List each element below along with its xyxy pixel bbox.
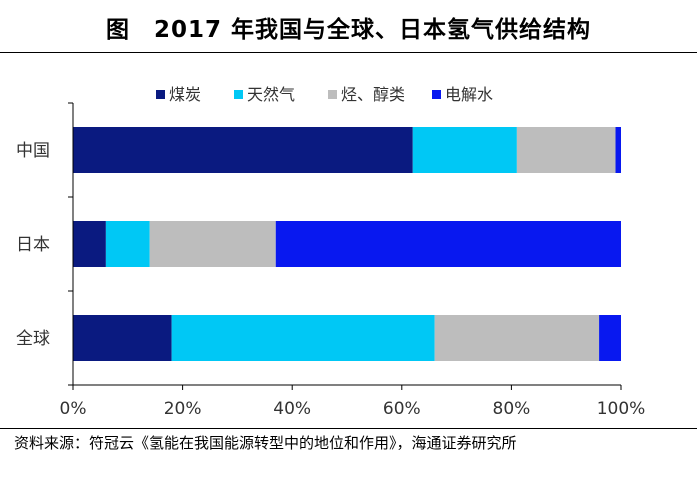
x-tick-label-1: 20% [164, 399, 202, 419]
category-label-1: 日本 [16, 235, 50, 255]
legend-label-1: 天然气 [247, 85, 295, 104]
bar-0-1 [412, 127, 517, 173]
x-tick-label-5: 100% [597, 399, 646, 419]
legend-swatch-3 [432, 90, 441, 99]
x-tick-label-0: 0% [60, 399, 87, 419]
legend-swatch-1 [234, 90, 243, 99]
title-divider [0, 52, 697, 53]
source-divider [0, 428, 697, 429]
bar-0-2 [516, 127, 616, 173]
bar-2-0 [73, 315, 172, 361]
category-label-2: 全球 [16, 329, 50, 349]
chart-title: 图 2017 年我国与全球、日本氢气供给结构 [105, 17, 592, 43]
chart-title-area: 图 2017 年我国与全球、日本氢气供给结构 [0, 0, 697, 52]
x-tick-label-2: 40% [273, 399, 311, 419]
bar-2-3 [599, 315, 621, 361]
legend-swatch-2 [328, 90, 337, 99]
bar-1-1 [105, 221, 150, 267]
legend-label-2: 烃、醇类 [341, 85, 405, 104]
source-note: 资料来源：符冠云《氢能在我国能源转型中的地位和作用》，海通证券研究所 [14, 434, 517, 452]
x-tick-label-4: 80% [493, 399, 531, 419]
bar-2-2 [434, 315, 600, 361]
bar-0-0 [73, 127, 413, 173]
bar-1-3 [275, 221, 621, 267]
legend-label-0: 煤炭 [169, 85, 201, 104]
x-tick-label-3: 60% [383, 399, 421, 419]
bar-2-1 [171, 315, 435, 361]
bar-1-0 [73, 221, 106, 267]
legend-swatch-0 [156, 90, 165, 99]
legend-label-3: 电解水 [445, 85, 493, 104]
bar-0-3 [615, 127, 621, 173]
bar-1-2 [149, 221, 276, 267]
category-label-0: 中国 [16, 141, 50, 161]
